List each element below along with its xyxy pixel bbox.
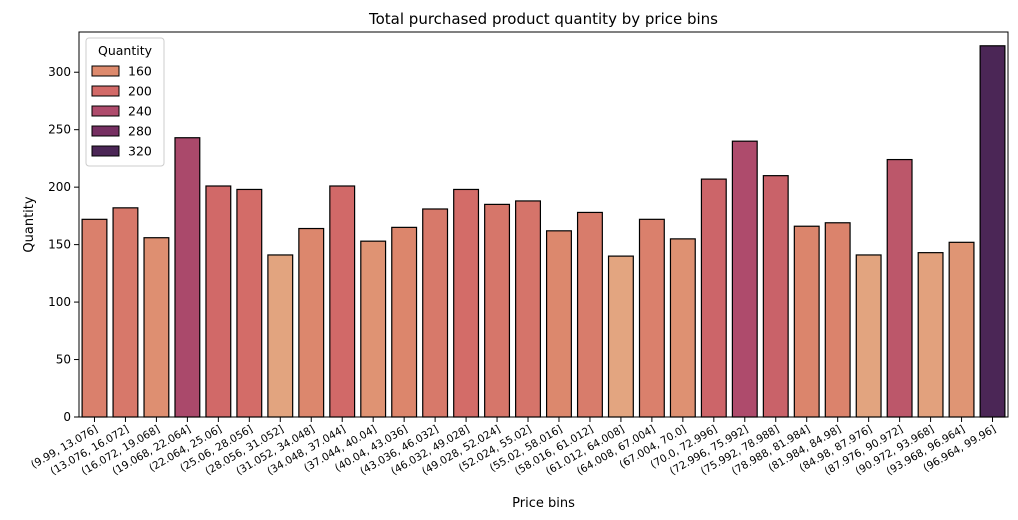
bar	[205, 185, 232, 418]
bar	[267, 254, 294, 418]
bar	[174, 137, 201, 418]
bar	[917, 252, 944, 418]
bar	[329, 185, 356, 418]
bar	[236, 188, 263, 418]
legend-entry-label: 160	[128, 64, 152, 79]
legend-entry-label: 280	[128, 124, 152, 139]
bar	[391, 226, 418, 418]
y-tick-label: 200	[48, 180, 71, 194]
bar	[422, 208, 449, 418]
axes-frame	[78, 31, 1009, 418]
x-axis: (9.99, 13.076](13.076, 16.072](16.072, 1…	[29, 417, 998, 478]
bar	[669, 238, 696, 418]
bar	[453, 188, 480, 418]
bar	[824, 222, 851, 418]
bar	[298, 227, 325, 418]
y-tick-label: 250	[48, 123, 71, 137]
chart-title: Total purchased product quantity by pric…	[368, 10, 718, 28]
bar	[886, 158, 913, 418]
legend-swatch	[91, 125, 120, 137]
bar	[143, 237, 170, 418]
bar	[762, 175, 789, 418]
bar	[948, 241, 975, 418]
bar	[979, 45, 1006, 418]
bar	[484, 203, 511, 418]
bar	[515, 200, 542, 418]
bar	[855, 254, 882, 418]
legend-swatch	[91, 65, 120, 77]
y-tick-label: 150	[48, 238, 71, 252]
y-axis-label: Quantity	[22, 196, 37, 252]
legend-entry-label: 320	[128, 144, 152, 159]
legend-swatch	[91, 105, 120, 117]
bar	[545, 230, 572, 418]
y-axis: 0 50 100 150 200 250 300	[48, 65, 79, 424]
bar	[576, 211, 603, 418]
y-tick-label: 300	[48, 65, 71, 79]
x-axis-label: Price bins	[512, 496, 575, 511]
legend-title: Quantity	[98, 43, 153, 58]
bar	[700, 178, 727, 418]
bar	[112, 207, 139, 418]
legend-entry-label: 200	[128, 84, 152, 99]
bar	[793, 225, 820, 418]
legend-entry-label: 240	[128, 104, 152, 119]
y-tick-label: 100	[48, 295, 71, 309]
bar	[81, 218, 108, 418]
legend: Quantity 160 200 240 280 320	[85, 37, 165, 167]
bar	[360, 240, 387, 418]
legend-swatch	[91, 85, 120, 97]
bar	[638, 218, 665, 418]
y-tick-label: 0	[63, 410, 71, 424]
bars	[81, 45, 1006, 418]
y-tick-label: 50	[56, 353, 71, 367]
legend-swatch	[91, 145, 120, 157]
bar	[607, 255, 634, 418]
bar	[731, 140, 758, 418]
